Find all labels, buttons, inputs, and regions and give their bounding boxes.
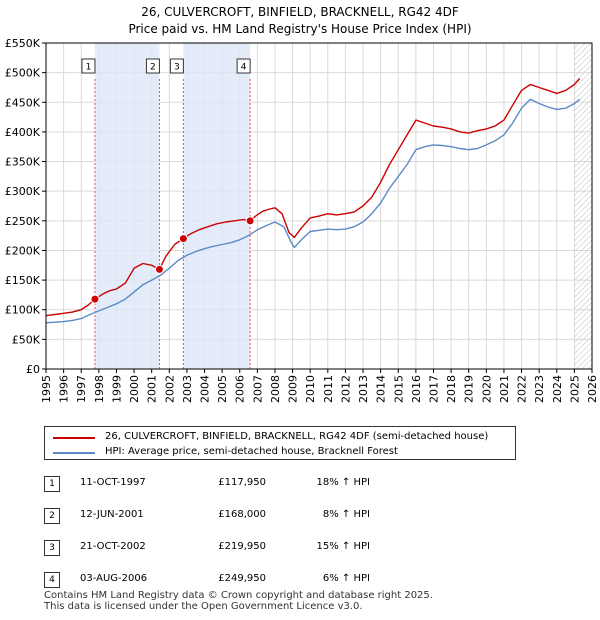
sale-badge: 2	[44, 508, 60, 524]
sale-marker-3: 3	[169, 58, 184, 74]
sale-marker-box	[145, 58, 160, 74]
footer-line-2: This data is licensed under the Open Gov…	[44, 601, 363, 612]
sale-marker-label: 4	[241, 63, 247, 73]
hpi-line	[45, 98, 581, 324]
x-tick-label: 2016	[410, 375, 423, 403]
x-tick-label: 2012	[339, 375, 352, 403]
y-tick-label: £250K	[5, 215, 41, 228]
sale-marker-box	[81, 58, 96, 74]
x-tick-label: 2003	[181, 375, 194, 403]
y-tick-label: £200K	[5, 244, 41, 257]
x-tick-label: 2010	[304, 375, 317, 403]
y-tick-label: £400K	[5, 126, 41, 139]
sale-hpi-change: 8% ↑ HPI	[322, 509, 370, 520]
sale-hpi-change: 6% ↑ HPI	[322, 573, 370, 584]
price-chart: 1 2 3 4 £0 £50K £100K £150K £200K £250K £300K £350…	[5, 37, 599, 403]
sale-span-1	[94, 43, 160, 369]
x-tick-label: 2005	[216, 375, 229, 403]
sale-marker-4: 4	[236, 58, 251, 74]
y-tick-label: £500K	[5, 67, 41, 80]
title-line-2: Price paid vs. HM Land Registry's House …	[128, 22, 472, 36]
sale-marker-1: 1	[81, 58, 96, 74]
y-tick-label: £550K	[5, 37, 41, 50]
x-tick-label: 2008	[269, 375, 282, 403]
x-tick-label: 2006	[234, 375, 247, 403]
y-tick-label: £50K	[12, 333, 41, 346]
x-tick-label: 1996	[58, 375, 71, 403]
sale-date: 11-OCT-1997	[80, 477, 146, 488]
sale-point-4	[245, 216, 255, 226]
sale-row: 2 12-JUN-2001 £168,000 8% ↑ HPI	[0, 506, 600, 526]
x-tick-label: 2011	[322, 375, 335, 403]
sale-point-2	[154, 264, 164, 274]
sale-row: 4 03-AUG-2006 £249,950 6% ↑ HPI	[0, 570, 600, 590]
plot-frame	[45, 42, 593, 370]
sale-price: £168,000	[218, 509, 266, 520]
x-tick-label: 2020	[480, 375, 493, 403]
sale-date: 12-JUN-2001	[80, 509, 144, 520]
y-tick-label: £450K	[5, 96, 41, 109]
x-tick-label: 1999	[110, 375, 123, 403]
sale-marker-box	[169, 58, 184, 74]
x-tick-label: 2018	[445, 375, 458, 403]
sale-span-2	[183, 43, 251, 369]
sale-marker-box	[236, 58, 251, 74]
x-tick-label: 1997	[75, 375, 88, 403]
sale-point-3	[178, 234, 188, 244]
chart-legend: 26, CULVERCROFT, BINFIELD, BRACKNELL, RG…	[44, 426, 516, 460]
sale-date: 21-OCT-2002	[80, 541, 146, 552]
x-tick-label: 2024	[551, 375, 564, 403]
sale-date: 03-AUG-2006	[80, 573, 148, 584]
x-tick-label: 2009	[287, 375, 300, 403]
x-tick-label: 2013	[357, 375, 370, 403]
sale-row: 1 11-OCT-1997 £117,950 18% ↑ HPI	[0, 474, 600, 494]
title-line-1: 26, CULVERCROFT, BINFIELD, BRACKNELL, RG…	[141, 5, 459, 19]
sale-badge: 4	[44, 572, 60, 588]
x-tick-label: 2017	[427, 375, 440, 403]
chart-title: 26, CULVERCROFT, BINFIELD, BRACKNELL, RG…	[0, 4, 600, 38]
sale-price: £117,950	[218, 477, 266, 488]
sale-marker-2: 2	[145, 58, 160, 74]
y-tick-label: £300K	[5, 185, 41, 198]
sale-price: £219,950	[218, 541, 266, 552]
x-tick-label: 2021	[498, 375, 511, 403]
footer-attribution: Contains HM Land Registry data © Crown c…	[44, 590, 433, 612]
sale-point-1	[90, 294, 100, 304]
x-tick-label: 2001	[146, 375, 159, 403]
y-tick-label: £100K	[5, 304, 41, 317]
legend-label-property: 26, CULVERCROFT, BINFIELD, BRACKNELL, RG…	[105, 431, 489, 442]
legend-swatch-hpi	[53, 452, 95, 454]
property-price-line	[45, 78, 581, 317]
x-tick-label: 2014	[375, 375, 388, 403]
x-tick-label: 2023	[533, 375, 546, 403]
x-tick-label: 1998	[93, 375, 106, 403]
sale-hpi-change: 15% ↑ HPI	[316, 541, 370, 552]
x-tick-label: 2026	[586, 375, 599, 403]
legend-swatch-property	[53, 437, 95, 439]
y-tick-label: £0	[26, 363, 40, 376]
sale-badge: 1	[44, 476, 60, 492]
x-tick-label: 2025	[568, 375, 581, 403]
sale-badge: 3	[44, 540, 60, 556]
sale-marker-label: 3	[174, 63, 180, 73]
x-tick-label: 2019	[463, 375, 476, 403]
x-tick-label: 2004	[199, 375, 212, 403]
x-tick-label: 2007	[251, 375, 264, 403]
legend-label-hpi: HPI: Average price, semi-detached house,…	[105, 446, 398, 457]
x-tick-label: 1995	[40, 375, 53, 403]
forecast-hatch	[574, 43, 592, 369]
sale-hpi-change: 18% ↑ HPI	[316, 477, 370, 488]
x-tick-label: 2000	[128, 375, 141, 403]
sale-price: £249,950	[218, 573, 266, 584]
sale-row: 3 21-OCT-2002 £219,950 15% ↑ HPI	[0, 538, 600, 558]
y-tick-label: £150K	[5, 274, 41, 287]
sale-marker-label: 1	[86, 63, 92, 73]
x-tick-label: 2015	[392, 375, 405, 403]
x-tick-label: 2002	[163, 375, 176, 403]
footer-line-1: Contains HM Land Registry data © Crown c…	[44, 590, 433, 601]
sale-marker-label: 2	[150, 63, 156, 73]
x-tick-label: 2022	[516, 375, 529, 403]
y-tick-label: £350K	[5, 156, 41, 169]
